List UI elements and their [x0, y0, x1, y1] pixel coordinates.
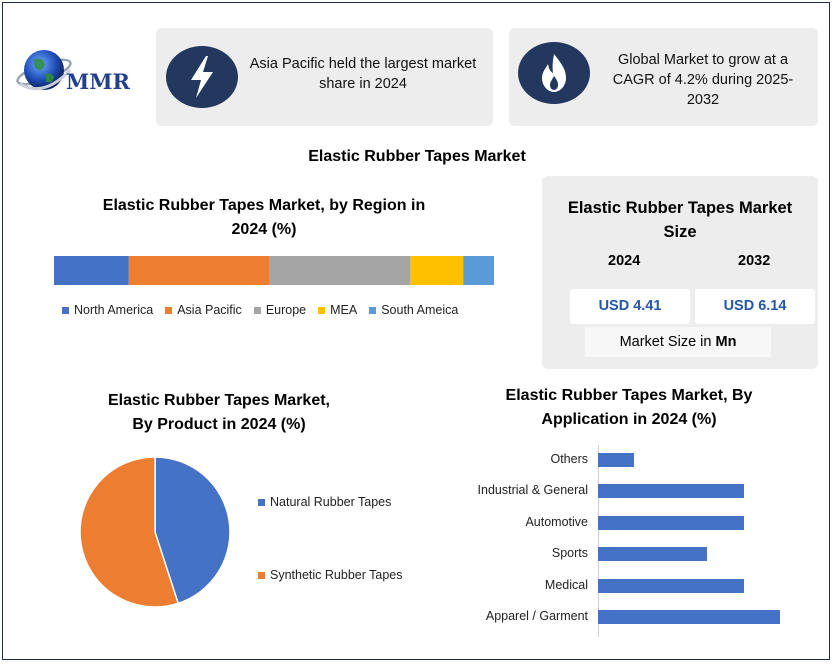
category-label-industrial-general: Industrial & General [477, 483, 588, 498]
legend-swatch [318, 306, 326, 314]
category-label-apparel-garment: Apparel / Garment [485, 609, 588, 623]
region-legend: North America Asia Pacific Europe MEA South … [62, 303, 470, 317]
highlight-text: Asia Pacific held the largest market sha… [238, 54, 488, 94]
legend-swatch [253, 306, 261, 314]
market-size-unit: Market Size in Mn [585, 327, 771, 357]
legend-item-mea: MEA [318, 303, 357, 317]
brand-name: MMR [66, 69, 130, 94]
region-segment-south-ameica [463, 256, 494, 285]
legend-label: MEA [330, 303, 358, 317]
application-chart-title: Elastic Rubber Tapes Market, By Applicat… [474, 384, 784, 432]
bar-industrial-general [598, 484, 744, 499]
highlight-card-asia-pacific: Asia Pacific held the largest market sha… [156, 28, 493, 126]
legend-label: Asia Pacific [177, 303, 242, 317]
highlight-circle [518, 42, 590, 104]
category-label-medical: Medical [544, 577, 588, 592]
legend-item-europe: Europe [253, 303, 307, 317]
flame-icon [542, 54, 566, 92]
legend-swatch [258, 498, 265, 506]
pie-slice-synthetic-rubber-tapes [79, 456, 180, 608]
region-segment-north-america [54, 256, 129, 285]
year-label-start: 2024 [608, 253, 641, 269]
legend-label: South Ameica [381, 303, 459, 317]
unit-prefix: Market Size in [619, 334, 716, 350]
legend-label: North America [74, 303, 154, 317]
highlight-text-line: share in 2024 [319, 76, 407, 92]
application-chart-title-line: Elastic Rubber Tapes Market, By [505, 387, 753, 404]
globe-logo-icon [16, 50, 72, 91]
unit-bold: Mn [715, 334, 737, 350]
region-chart-title-line: 2024 (%) [231, 221, 297, 238]
market-size-title: Elastic Rubber Tapes Market Size [542, 196, 818, 244]
market-size-title-line: Size [663, 223, 697, 241]
category-label-sports: Sports [551, 546, 588, 561]
product-legend: Natural Rubber Tapes Synthetic Rubber Tap… [258, 495, 458, 595]
legend-item-south-ameica: South Ameica [369, 303, 458, 317]
year-label-end: 2032 [738, 253, 771, 269]
market-value-end: USD 6.14 [695, 289, 815, 324]
pie-slice-natural-rubber-tapes [154, 456, 231, 605]
legend-item-asia-pacific: Asia Pacific [165, 303, 242, 317]
legend-item-synthetic-rubber-tapes: Synthetic Rubber Tapes [258, 568, 403, 582]
region-stacked-bar [54, 256, 494, 285]
legend-item-north-america: North America [62, 303, 153, 317]
legend-label: Europe [265, 303, 307, 317]
product-chart-title-line: By Product in 2024 (%) [132, 416, 306, 433]
main-title: Elastic Rubber Tapes Market [308, 148, 526, 165]
category-label-automotive: Automotive [525, 514, 588, 529]
highlight-text-line: Asia Pacific held the largest market [249, 56, 477, 72]
legend-swatch [258, 571, 265, 579]
category-label-others: Others [550, 452, 588, 466]
highlight-text-line: 2032 [686, 92, 720, 108]
market-value-start: USD 4.41 [570, 289, 690, 324]
bar-sports [598, 547, 708, 562]
region-chart-title-line: Elastic Rubber Tapes Market, by Region i… [102, 197, 426, 214]
legend-label: Synthetic Rubber Tapes [270, 568, 403, 582]
application-bar-chart: Others Industrial & General Automotive Spor… [420, 445, 820, 638]
legend-swatch [369, 306, 377, 314]
highlight-text-line: Global Market to grow at a [617, 52, 789, 68]
legend-swatch [165, 306, 173, 314]
market-size-title-line: Elastic Rubber Tapes Market [567, 199, 793, 217]
product-pie-chart [79, 456, 231, 608]
legend-swatch [62, 306, 69, 314]
bar-medical [598, 578, 744, 593]
region-segment-europe [269, 256, 411, 285]
product-chart-title: Elastic Rubber Tapes Market, By Product … [60, 389, 378, 437]
highlight-card-cagr: Global Market to grow at a CAGR of 4.2% … [509, 28, 818, 126]
category-axis-line [598, 445, 599, 638]
highlight-text: Global Market to grow at a CAGR of 4.2% … [592, 50, 814, 110]
bar-apparel-garment [598, 610, 780, 624]
application-chart-title-line: Application in 2024 (%) [541, 411, 717, 428]
legend-item-natural-rubber-tapes: Natural Rubber Tapes [258, 495, 391, 509]
region-segment-asia-pacific [128, 256, 270, 285]
product-chart-title-line: Elastic Rubber Tapes Market, [108, 392, 330, 409]
market-size-card: Elastic Rubber Tapes Market Size 2024 20… [542, 176, 818, 369]
legend-label: Natural Rubber Tapes [270, 495, 392, 509]
region-segment-mea [410, 256, 464, 285]
highlight-circle [166, 46, 238, 108]
bar-automotive [598, 515, 744, 530]
highlight-text-line: CAGR of 4.2% during 2025- [612, 72, 794, 88]
bar-others [598, 453, 635, 467]
lightning-bolt-icon [191, 56, 213, 98]
region-chart-title: Elastic Rubber Tapes Market, by Region i… [64, 194, 464, 242]
